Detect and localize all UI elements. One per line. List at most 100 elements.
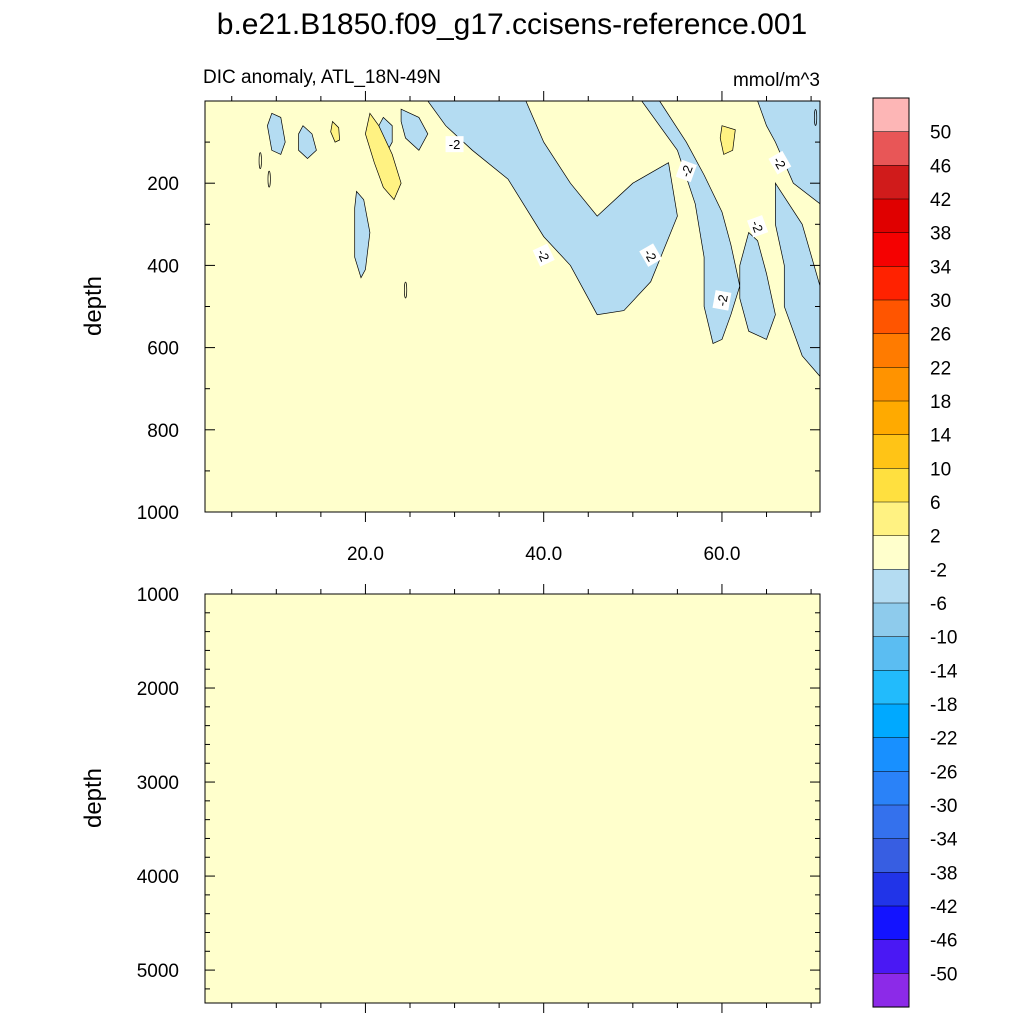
- contour-label-6: -2: [768, 150, 792, 175]
- colorbar-label-14: -6: [930, 594, 947, 615]
- variable-label: DIC anomaly, ATL_18N-49N: [203, 67, 441, 88]
- contour-label-bg-0: [445, 136, 464, 153]
- x-axis: 20.0 40.0 60.0: [231, 91, 812, 1013]
- small-contour-0: [258, 152, 262, 169]
- small-contour-3: [813, 109, 818, 126]
- negative-region-deep: [775, 182, 821, 378]
- contour-label-1: -2: [532, 243, 555, 267]
- colorbar-label-20: -30: [930, 796, 957, 817]
- colorbar-label-19: -26: [930, 762, 957, 783]
- negative-region-small-b: [298, 125, 317, 159]
- contour-label-bg-2: [639, 243, 663, 267]
- colorbar-label-10: 10: [930, 459, 951, 480]
- contour-label-bg-1: [532, 243, 555, 267]
- colorbar-box-7: [872, 333, 910, 368]
- colorbar-box-23: [872, 872, 910, 907]
- upper-ytick-label-0: 200: [147, 174, 179, 195]
- lower-frame: [204, 593, 821, 1004]
- small-contour-2: [403, 281, 408, 299]
- colorbar-frame: [872, 97, 910, 1008]
- contour-label-text-4: -2: [714, 293, 731, 307]
- colorbar-box-6: [872, 299, 910, 335]
- colorbar-label-22: -38: [930, 863, 957, 884]
- xtick-label-2: 60.0: [703, 544, 740, 565]
- contour-label-2: -2: [639, 243, 663, 267]
- upper-panel: -2 -2 -2 -2 -2 -2 -2 200 400 600 800 1000: [137, 100, 821, 524]
- negative-region-small-a: [267, 112, 286, 155]
- colorbar-box-16: [872, 636, 910, 671]
- upper-ytick-label-2: 600: [147, 339, 179, 360]
- colorbar-box-1: [872, 131, 910, 166]
- colorbar-box-15: [872, 602, 910, 638]
- colorbar-label-2: 42: [930, 190, 951, 211]
- negative-region-mid: [739, 231, 776, 340]
- colorbar-box-11: [872, 468, 910, 503]
- colorbar-label-13: -2: [930, 560, 947, 581]
- colorbar-label-9: 14: [930, 426, 952, 447]
- lower-y-axis-label: depth: [80, 768, 107, 828]
- colorbar-box-20: [872, 771, 910, 806]
- colorbar-label-18: -22: [930, 729, 957, 750]
- upper-ytick-label-1: 400: [147, 256, 179, 277]
- colorbar-box-5: [872, 266, 910, 301]
- colorbar-box-0: [872, 97, 910, 133]
- colorbar-box-10: [872, 434, 910, 469]
- upper-ytick-label-3: 800: [147, 421, 179, 442]
- lower-ytick-label-0: 1000: [137, 585, 179, 606]
- lower-ytick-label-1: 2000: [137, 679, 179, 700]
- colorbar-label-17: -18: [930, 695, 957, 716]
- colorbar-box-17: [872, 670, 910, 705]
- contour-label-0: -2: [445, 136, 464, 153]
- negative-region-east: [641, 100, 741, 344]
- contour-label-text-3: -2: [678, 163, 696, 179]
- lower-panel: 1000 2000 3000 4000 5000: [137, 585, 821, 1004]
- colorbar-box-14: [872, 569, 910, 604]
- colorbar: 50 46 42 38 34 30 26 22 18 14 10 6 2 -2 -6 -10 -14 -18 -22…: [872, 97, 958, 1008]
- colorbar-label-1: 46: [930, 156, 951, 177]
- colorbar-label-8: 18: [930, 392, 951, 413]
- colorbar-label-4: 34: [930, 257, 952, 278]
- plot-title: b.e21.B1850.f09_g17.ccisens-reference.00…: [217, 8, 807, 41]
- contour-label-text-5: -2: [748, 219, 766, 235]
- colorbar-box-3: [872, 198, 910, 234]
- colorbar-label-24: -46: [930, 931, 957, 952]
- contour-label-bg-4: [712, 290, 732, 311]
- contour-label-text-0: -2: [449, 137, 461, 152]
- colorbar-label-25: -50: [930, 964, 957, 985]
- positive-region-c: [330, 120, 340, 143]
- colorbar-box-19: [872, 737, 910, 772]
- colorbar-box-12: [872, 501, 910, 537]
- lower-ytick-label-4: 5000: [137, 961, 179, 982]
- xtick-label-0: 20.0: [347, 544, 384, 565]
- colorbar-label-5: 30: [930, 291, 951, 312]
- negative-region-main: [427, 100, 678, 316]
- colorbar-box-8: [872, 367, 910, 402]
- contour-label-bg-5: [747, 215, 769, 238]
- colorbar-label-12: 2: [930, 527, 941, 548]
- colorbar-label-15: -10: [930, 628, 957, 649]
- lower-plot-background: [205, 594, 820, 1003]
- contour-label-4: -2: [712, 290, 732, 311]
- colorbar-box-4: [872, 232, 910, 267]
- colorbar-label-23: -42: [930, 897, 957, 918]
- positive-region-b: [719, 125, 736, 155]
- contour-label-bg-3: [675, 159, 697, 183]
- contour-label-5: -2: [747, 215, 769, 238]
- upper-ytick-label-4: 1000: [137, 503, 179, 524]
- upper-y-axis-label: depth: [80, 276, 107, 336]
- colorbar-box-21: [872, 804, 910, 840]
- colorbar-label-6: 26: [930, 325, 951, 346]
- colorbar-label-0: 50: [930, 123, 951, 144]
- colorbar-box-9: [872, 400, 910, 436]
- colorbar-box-13: [872, 535, 910, 570]
- lower-ytick-label-2: 3000: [137, 773, 179, 794]
- colorbar-box-2: [872, 165, 910, 200]
- lower-ytick-label-3: 4000: [137, 867, 179, 888]
- colorbar-box-22: [872, 838, 910, 873]
- colorbar-box-18: [872, 703, 910, 739]
- xtick-label-1: 40.0: [525, 544, 562, 565]
- contour-label-3: -2: [675, 159, 697, 183]
- colorbar-box-25: [872, 939, 910, 974]
- units-label: mmol/m^3: [733, 70, 820, 91]
